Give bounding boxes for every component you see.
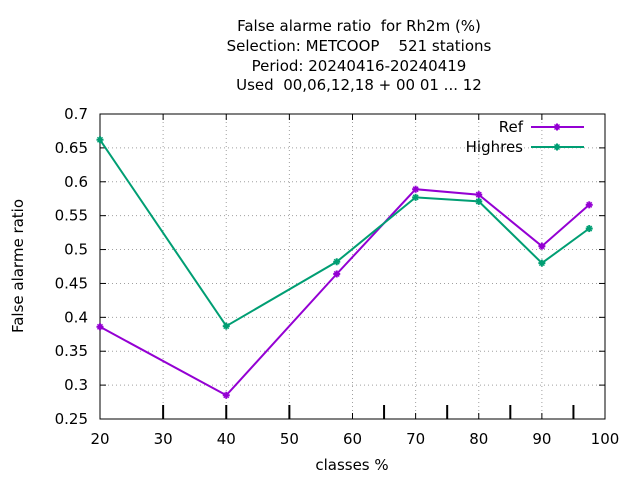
y-tick-label: 0.25 — [55, 410, 88, 428]
data-point-marker — [412, 194, 419, 201]
y-tick-label: 0.7 — [64, 105, 88, 123]
data-point-marker — [538, 243, 545, 250]
x-tick-label: 90 — [532, 430, 551, 448]
data-point-marker — [333, 270, 340, 277]
x-tick-label: 20 — [90, 430, 109, 448]
series-line — [99, 188, 590, 397]
data-point-marker — [223, 392, 230, 399]
axis-ticks: 20 30 40 50 60 70 80 90 100 0.25 0.3 0.35 0.4 0.45 0.5… — [55, 105, 620, 448]
data-point-marker — [586, 201, 593, 208]
x-axis-label: classes % — [315, 456, 389, 474]
data-point-marker — [538, 260, 545, 267]
grid — [100, 114, 605, 419]
y-tick-label: 0.4 — [64, 308, 88, 326]
data-point-marker — [333, 258, 340, 265]
series-line — [99, 139, 590, 328]
data-point-marker — [412, 186, 419, 193]
x-tick-label: 60 — [343, 430, 362, 448]
legend-label: Highres — [466, 138, 524, 156]
x-tick-label: 70 — [406, 430, 425, 448]
title-line-4: Used 00,06,12,18 + 00 01 ... 12 — [236, 76, 482, 94]
data-point-marker — [586, 225, 593, 232]
y-tick-label: 0.6 — [64, 173, 88, 191]
legend-label: Ref — [499, 118, 524, 136]
series-highres — [96, 136, 593, 330]
y-tick-label: 0.3 — [64, 376, 88, 394]
legend: Ref Highres — [466, 118, 584, 156]
data-point-marker — [223, 323, 230, 330]
x-tick-label: 30 — [154, 430, 173, 448]
data-point-marker — [96, 136, 104, 143]
y-tick-label: 0.5 — [64, 241, 88, 259]
x-tick-label: 80 — [469, 430, 488, 448]
plot-frame — [99, 113, 606, 420]
x-tick-label: 40 — [217, 430, 236, 448]
data-point-marker — [96, 323, 104, 330]
y-tick-label: 0.45 — [55, 274, 88, 292]
series-group — [96, 136, 593, 399]
data-point-marker — [553, 123, 561, 131]
data-point-marker — [475, 198, 482, 205]
series-ref — [96, 185, 593, 399]
y-tick-label: 0.35 — [55, 342, 88, 360]
y-tick-label: 0.55 — [55, 207, 88, 225]
title-line-1: False alarme ratio for Rh2m (%) — [237, 17, 481, 35]
x-tick-label: 100 — [591, 430, 620, 448]
title-line-2: Selection: METCOOP 521 stations — [226, 37, 492, 55]
x-tick-label: 50 — [280, 430, 299, 448]
data-point-marker — [475, 191, 482, 198]
data-point-marker — [553, 143, 561, 151]
y-tick-label: 0.65 — [55, 139, 88, 157]
title-line-3: Period: 20240416-20240419 — [251, 57, 467, 75]
